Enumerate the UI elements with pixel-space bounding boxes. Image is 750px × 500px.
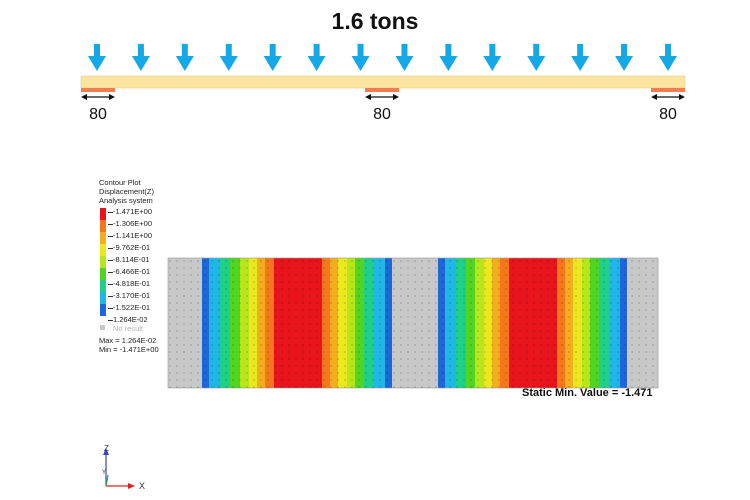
load-arrow: [395, 44, 414, 71]
legend-swatch: [100, 304, 106, 316]
legend-value: -8.114E-01: [113, 255, 150, 264]
x-axis-label: X: [139, 481, 145, 491]
dimension-arrowhead: [109, 94, 115, 100]
z-axis-label: Z: [104, 444, 109, 453]
support-plate: [81, 88, 115, 92]
legend-entry: -8.114E-01: [99, 254, 159, 268]
legend-entry: -3.170E-01: [99, 290, 159, 304]
load-title: 1.6 tons: [331, 8, 419, 34]
load-arrow: [263, 44, 282, 71]
legend-entry: -1.522E-01: [99, 302, 159, 316]
legend-title-line: Displacement(Z): [99, 187, 155, 196]
load-arrows: [88, 44, 677, 71]
dimension-arrowhead: [393, 94, 399, 100]
legend-tick: [108, 223, 113, 225]
dimension-arrowhead: [365, 94, 371, 100]
load-arrow: [439, 44, 458, 71]
no-result-label: No result: [113, 324, 144, 333]
legend-min: Min = -1.471E+00: [99, 345, 159, 354]
legend-value: -1.522E-01: [113, 303, 151, 312]
legend-tick: [108, 247, 113, 249]
support-label: 80: [373, 106, 391, 123]
contour-plot: [167, 257, 659, 389]
legend-tick: [108, 307, 113, 309]
z-axis-arrowhead: [103, 448, 109, 455]
y-axis-label: Y: [102, 470, 106, 476]
legend-value: -3.170E-01: [113, 291, 151, 300]
legend-tick: [108, 259, 113, 261]
legend-tick: [108, 319, 113, 321]
legend-title-line: Analysis system: [99, 196, 153, 205]
load-arrow: [351, 44, 370, 71]
static-min-value: Static Min. Value = -1.471: [522, 387, 653, 399]
load-arrow: [131, 44, 150, 71]
legend-max: Max = 1.264E-02: [99, 336, 157, 345]
contour-legend: Contour Plot Displacement(Z) Analysis sy…: [99, 178, 159, 354]
legend-value: -1.141E+00: [113, 231, 152, 240]
legend-entry: -6.466E-01: [99, 266, 159, 280]
legend-title: Contour Plot Displacement(Z) Analysis sy…: [99, 178, 159, 205]
legend-scale: -1.471E+00 -1.306E+00 -1.141E+00 -9.762E-01…: [99, 206, 159, 324]
legend-entry: 1.264E-02: [99, 314, 159, 324]
axis-triad: Z Y X: [102, 444, 145, 491]
supports: 80 80 80: [81, 88, 685, 123]
support: 80: [365, 88, 399, 123]
legend-value: -1.471E+00: [113, 207, 152, 216]
support: 80: [81, 88, 115, 123]
legend-tick: [108, 283, 113, 285]
legend-entry: -1.471E+00: [99, 206, 159, 220]
support-plate: [651, 88, 685, 92]
mesh-dots: [168, 258, 658, 388]
legend-swatch: [100, 220, 106, 232]
legend-swatch: [100, 292, 106, 304]
load-arrow: [219, 44, 238, 71]
legend-swatch: [100, 280, 106, 292]
legend-tick: [108, 295, 113, 297]
legend-swatch: [100, 208, 106, 220]
dimension-arrowhead: [81, 94, 87, 100]
legend-entry: -9.762E-01: [99, 242, 159, 256]
legend-entry: -1.141E+00: [99, 230, 159, 244]
support: 80: [651, 88, 685, 123]
legend-swatch: [100, 256, 106, 268]
contour-border: [167, 257, 659, 389]
legend-entry: -1.306E+00: [99, 218, 159, 232]
dimension-arrowhead: [651, 94, 657, 100]
legend-value: -4.818E-01: [113, 279, 151, 288]
legend-value: 1.264E-02: [113, 315, 148, 324]
load-arrow: [615, 44, 634, 71]
legend-tick: [108, 271, 113, 273]
beam: [80, 75, 686, 89]
legend-entry: -4.818E-01: [99, 278, 159, 292]
legend-swatch: [100, 268, 106, 280]
support-label: 80: [659, 106, 677, 123]
load-arrow: [307, 44, 326, 71]
legend-swatch: [100, 244, 106, 256]
legend-tick: [108, 235, 113, 237]
legend-swatch: [100, 232, 106, 244]
legend-title-line: Contour Plot: [99, 178, 141, 187]
legend-value: -6.466E-01: [113, 267, 151, 276]
legend-no-result: No result: [99, 324, 159, 334]
load-arrow: [659, 44, 677, 71]
support-label: 80: [89, 106, 107, 123]
load-arrow: [527, 44, 546, 71]
x-axis-arrowhead: [128, 483, 135, 489]
load-arrow: [88, 44, 106, 71]
support-plate: [365, 88, 399, 92]
legend-tick: [108, 211, 113, 213]
no-result-swatch: [100, 325, 105, 330]
dimension-arrowhead: [679, 94, 685, 100]
load-arrow: [483, 44, 502, 71]
legend-stats: Max = 1.264E-02 Min = -1.471E+00: [99, 336, 159, 354]
load-arrow: [571, 44, 590, 71]
load-arrow: [175, 44, 194, 71]
legend-value: -9.762E-01: [113, 243, 151, 252]
legend-value: -1.306E+00: [113, 219, 152, 228]
y-axis-line: [105, 474, 109, 487]
